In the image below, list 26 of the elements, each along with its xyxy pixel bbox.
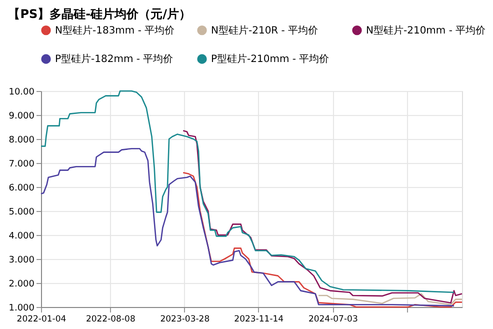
chart-title: 【PS】多晶硅-硅片均价（元/片） [8, 7, 192, 21]
x-tick-label: 2023-03-28 [160, 314, 210, 324]
y-tick-label: 5.000 [8, 208, 35, 218]
line-series [318, 293, 463, 306]
y-tick-label: 1.000 [8, 304, 35, 314]
y-tick-label: 3.000 [8, 256, 35, 266]
line-series [40, 148, 455, 306]
y-tick-label: 6.000 [8, 184, 35, 194]
y-tick-label: 7.000 [8, 160, 35, 170]
legend-label: P型硅片-210mm - 平均价 [211, 53, 330, 65]
y-tick-label: 4.000 [8, 232, 35, 242]
legend-label: N型硅片-183mm - 平均价 [55, 24, 175, 36]
x-tick-label: 2022-08-08 [86, 314, 136, 324]
y-tick-label: 10.00 [8, 88, 35, 98]
line-series [182, 172, 463, 308]
x-tick-label: 2022-01-04 [16, 314, 66, 324]
line-series [182, 130, 463, 304]
legend-label: P型硅片-182mm - 平均价 [55, 53, 174, 65]
y-tick-label: 9.000 [8, 112, 35, 122]
legend-label: N型硅片-210mm - 平均价 [366, 24, 486, 36]
line-series [40, 90, 455, 294]
y-tick-label: 2.000 [8, 280, 35, 290]
x-tick-label: 2023-11-14 [234, 314, 284, 324]
y-tick-label: 8.000 [8, 136, 35, 146]
legend-label: N型硅片-210R - 平均价 [211, 24, 318, 36]
x-tick-label: 2024-07-03 [308, 314, 358, 324]
